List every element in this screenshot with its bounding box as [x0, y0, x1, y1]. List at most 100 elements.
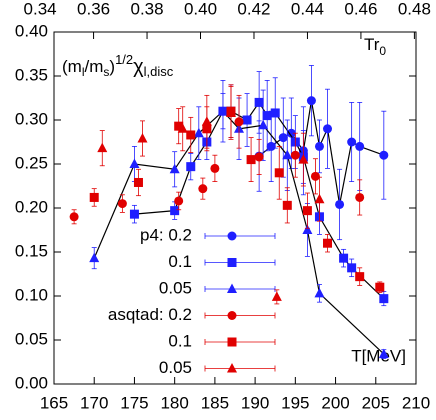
point [306, 96, 316, 106]
point [355, 192, 365, 202]
point [89, 192, 99, 202]
point [186, 130, 196, 140]
point [286, 128, 296, 138]
point [335, 199, 345, 209]
point [278, 133, 288, 143]
legend-label: 0.1 [168, 252, 192, 271]
legend-label: 0.05 [159, 278, 192, 297]
point [314, 141, 324, 151]
legend-marker [227, 283, 237, 293]
point [310, 171, 320, 181]
y-label-part: 1/2 [115, 52, 133, 67]
legend-marker [227, 231, 237, 241]
plot-frame [53, 31, 417, 385]
top-tick-label: 0.40 [184, 0, 217, 18]
y-tick-label: 0.00 [15, 373, 48, 392]
point [339, 253, 349, 263]
top-tick-label: 0.48 [398, 0, 431, 18]
point [302, 224, 313, 234]
point [375, 282, 385, 292]
top-tick-label: 0.34 [24, 0, 57, 18]
point [266, 141, 276, 151]
point [177, 123, 188, 133]
point [193, 127, 204, 138]
x-tick-label: 185 [201, 393, 229, 412]
point [270, 108, 280, 118]
y-label: (ml/ms)1/2χl,disc [62, 52, 174, 79]
x-tick-label: 210 [402, 393, 430, 412]
point [129, 209, 139, 219]
legend-marker [227, 258, 237, 267]
y-tick-label: 0.20 [15, 197, 48, 216]
top-tick-label: 0.42 [237, 0, 270, 18]
x-label: T[MeV] [351, 346, 406, 365]
x-tick-label: 165 [40, 393, 68, 412]
legend-marker [227, 311, 237, 320]
point [274, 168, 284, 178]
y-tick-label: 0.30 [15, 109, 48, 128]
point [314, 193, 325, 204]
point [186, 162, 196, 172]
x-tick-label: 175 [120, 393, 148, 412]
point [254, 97, 264, 107]
point [137, 132, 148, 143]
point [97, 142, 108, 153]
y-tick-label: 0.25 [15, 153, 48, 172]
point [254, 152, 264, 162]
y-label-part: s [103, 65, 109, 79]
point [355, 272, 365, 282]
x-tick-label: 190 [241, 393, 269, 412]
y-tick-label: 0.40 [15, 21, 48, 40]
point [314, 287, 325, 298]
y-tick-label: 0.10 [15, 285, 48, 304]
y-label-part: l [82, 65, 85, 79]
point [282, 200, 292, 210]
point [217, 105, 228, 116]
point [174, 196, 184, 206]
top-tick-label: 0.38 [130, 0, 163, 18]
point [379, 294, 389, 304]
top-tick-label: 0.46 [344, 0, 377, 18]
point [347, 263, 357, 273]
point [242, 115, 252, 125]
point [378, 348, 389, 359]
point [302, 206, 312, 216]
point [198, 184, 208, 194]
point [69, 212, 79, 222]
point [170, 206, 180, 216]
y-tick-label: 0.35 [15, 65, 48, 84]
point [169, 163, 180, 174]
legend-marker [227, 363, 237, 373]
y-tick-label: 0.15 [15, 241, 48, 260]
top-axis-label-part: 0 [379, 44, 386, 58]
x-tick-label: 205 [362, 393, 390, 412]
legend-marker [227, 337, 237, 347]
y-label-part: l,disc [144, 64, 174, 79]
point [210, 163, 220, 173]
legend-label: 0.1 [168, 331, 192, 350]
point [129, 158, 140, 168]
point [323, 238, 333, 248]
top-axis-label: Tr0 [364, 35, 386, 58]
point [89, 252, 100, 263]
x-tick-label: 200 [321, 393, 349, 412]
point [379, 150, 389, 160]
x-tick-label: 180 [160, 393, 188, 412]
legend-label: p4: 0.2 [140, 225, 192, 244]
top-tick-label: 0.44 [291, 0, 324, 18]
point [298, 154, 309, 164]
point [290, 150, 300, 160]
point [262, 111, 272, 121]
point [323, 124, 333, 134]
top-axis-label-part: Tr [364, 35, 380, 54]
point [282, 149, 293, 160]
y-label-part: (m [62, 57, 82, 76]
point [225, 107, 236, 117]
point [271, 291, 282, 301]
legend-label: asqtad: 0.2 [108, 305, 192, 324]
point [201, 116, 212, 126]
x-tick-label: 195 [281, 393, 309, 412]
point [258, 119, 269, 130]
